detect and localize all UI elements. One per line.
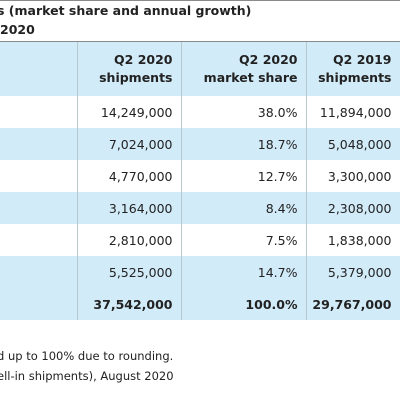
footnote-source: ell-in shipments), August 2020 [0,369,174,383]
caption-divider [0,41,400,42]
header-q2-2019-shipments-line1: Q2 2019 [333,52,392,67]
header-q2-2019-shipments: Q2 2019 shipments [306,42,400,96]
q2-2019-shipments-cell: 5,048,000 [306,128,400,160]
shipments-table: Q2 2020 shipments Q2 2020 market share Q… [0,42,400,320]
total-label-cell [0,288,78,320]
header-q2-2020-shipments-line2: shipments [99,70,173,85]
vendor-cell [0,128,78,160]
q2-2020-shipments-cell: 2,810,000 [77,224,182,256]
caption-period: 2020 [0,22,35,37]
header-q2-2020-share-line2: market share [203,70,298,85]
total-q2-2020-share: 100.0% [181,288,307,320]
header-row: Q2 2020 shipments Q2 2020 market share Q… [0,42,400,96]
q2-2020-share-cell: 14.7% [181,256,307,288]
total-q2-2020-shipments: 37,542,000 [77,288,182,320]
header-vendor [0,42,78,96]
header-q2-2019-shipments-line2: shipments [318,70,392,85]
q2-2020-share-cell: 18.7% [181,128,307,160]
q2-2020-share-cell: 8.4% [181,192,307,224]
header-q2-2020-shipments: Q2 2020 shipments [77,42,182,96]
table-row: 5,525,000 14.7% 5,379,000 [0,256,400,288]
vendor-cell [0,256,78,288]
table-row: 14,249,000 38.0% 11,894,000 [0,96,400,128]
vendor-cell [0,224,78,256]
table-row: 7,024,000 18.7% 5,048,000 [0,128,400,160]
table-row: 4,770,000 12.7% 3,300,000 [0,160,400,192]
vendor-cell [0,96,78,128]
q2-2020-share-cell: 7.5% [181,224,307,256]
table-row: 3,164,000 8.4% 2,308,000 [0,192,400,224]
total-q2-2019-shipments: 29,767,000 [306,288,400,320]
q2-2020-shipments-cell: 4,770,000 [77,160,182,192]
header-q2-2020-share: Q2 2020 market share [181,42,307,96]
header-q2-2020-shipments-line1: Q2 2020 [114,52,173,67]
q2-2020-shipments-cell: 3,164,000 [77,192,182,224]
q2-2019-shipments-cell: 2,308,000 [306,192,400,224]
q2-2019-shipments-cell: 3,300,000 [306,160,400,192]
table-row: 2,810,000 7.5% 1,838,000 [0,224,400,256]
q2-2020-shipments-cell: 14,249,000 [77,96,182,128]
q2-2019-shipments-cell: 11,894,000 [306,96,400,128]
total-row: 37,542,000 100.0% 29,767,000 [0,288,400,320]
footnote-rounding: d up to 100% due to rounding. [0,349,174,363]
q2-2019-shipments-cell: 1,838,000 [306,224,400,256]
caption-title: s (market share and annual growth) [0,3,252,18]
q2-2020-share-cell: 12.7% [181,160,307,192]
q2-2019-shipments-cell: 5,379,000 [306,256,400,288]
q2-2020-shipments-cell: 5,525,000 [77,256,182,288]
top-border [0,0,400,1]
q2-2020-share-cell: 38.0% [181,96,307,128]
header-q2-2020-share-line1: Q2 2020 [239,52,298,67]
table-footnotes: d up to 100% due to rounding. ell-in shi… [0,344,400,400]
table-caption: s (market share and annual growth) 2020 [0,0,400,42]
q2-2020-shipments-cell: 7,024,000 [77,128,182,160]
vendor-cell [0,192,78,224]
vendor-cell [0,160,78,192]
